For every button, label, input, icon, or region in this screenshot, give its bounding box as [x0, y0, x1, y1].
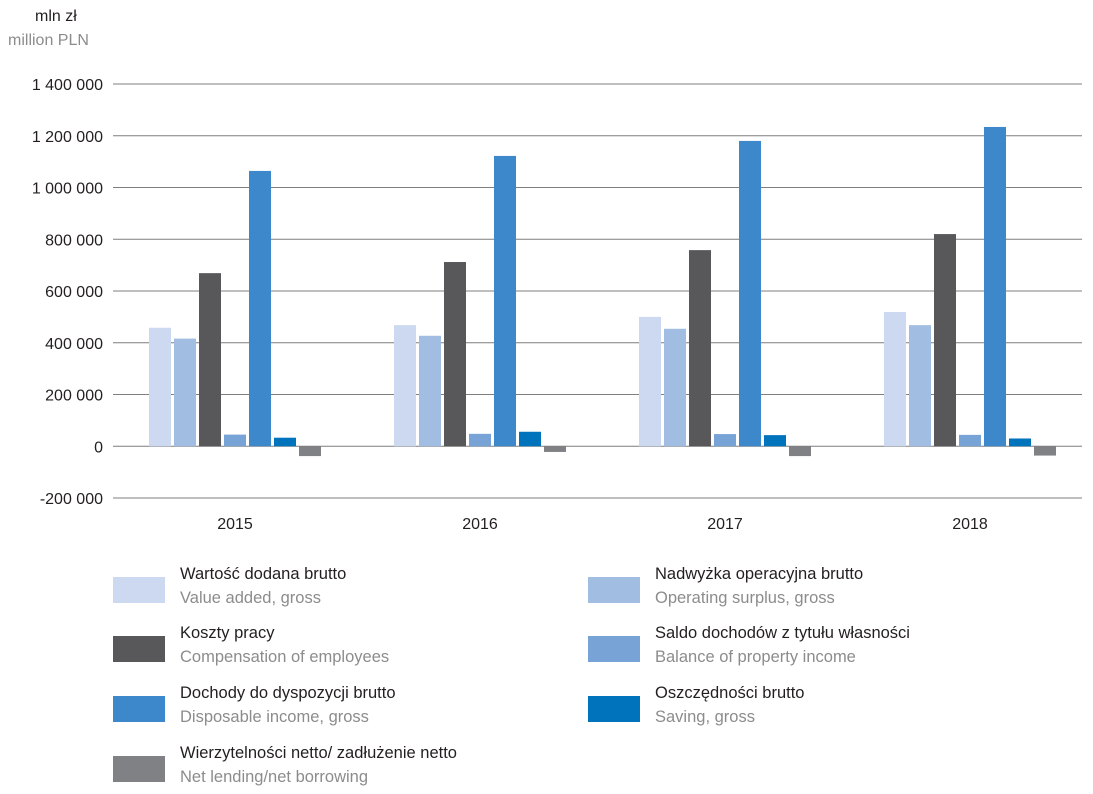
- y-tick-label: -200 000: [40, 491, 103, 508]
- y-tick-label: 200 000: [45, 388, 103, 405]
- legend-label: Koszty pracy: [180, 624, 275, 642]
- legend-swatch: [113, 696, 165, 722]
- bar-2016-series-4: [469, 433, 491, 447]
- bar-2017-series-5: [739, 140, 761, 447]
- legend-label-en: Saving, gross: [655, 708, 755, 726]
- bar-2015-series-1: [149, 327, 171, 447]
- bar-2015-series-4: [224, 434, 246, 447]
- x-tick-label-2018: 2018: [952, 516, 988, 533]
- y-tick-label: 0: [94, 439, 103, 456]
- bar-2017-series-1: [639, 316, 661, 447]
- legend-swatch: [588, 696, 640, 722]
- bar-2015-series-6: [274, 437, 296, 447]
- legend-label-en: Value added, gross: [180, 589, 321, 607]
- bar-2018-series-7: [1034, 446, 1056, 456]
- legend-label: Saldo dochodów z tytułu własności: [655, 624, 910, 642]
- legend-label-en: Operating surplus, gross: [655, 589, 835, 607]
- x-tick-label-2015: 2015: [217, 516, 253, 533]
- bar-2016-series-1: [394, 325, 416, 447]
- bar-2018-series-6: [1009, 438, 1031, 447]
- bar-2015-series-2: [174, 338, 196, 447]
- y-tick-label: 600 000: [45, 284, 103, 301]
- bar-2017-series-3: [689, 250, 711, 447]
- legend-swatch: [588, 577, 640, 603]
- bar-2015-series-5: [249, 170, 271, 447]
- y-tick-label: 800 000: [45, 232, 103, 249]
- y-axis-title: mln zł: [35, 8, 77, 25]
- legend-swatch: [113, 577, 165, 603]
- legend-swatch: [113, 756, 165, 782]
- legend-label-en: Disposable income, gross: [180, 708, 369, 726]
- y-tick-label: 1 000 000: [32, 181, 103, 198]
- bar-2015-series-7: [299, 446, 321, 457]
- legend-label-en: Balance of property income: [655, 648, 856, 666]
- x-tick-labels: 2015 2016 2017 2018: [217, 516, 988, 533]
- bar-2018-series-1: [884, 311, 906, 447]
- bar-chart: -200 000 0 200 000 400 000 600 000 800 000 1 0…: [32, 77, 1082, 533]
- y-tick-labels: -200 000 0 200 000 400 000 600 000 800 000 1 0…: [32, 77, 103, 508]
- bar-2018-series-3: [934, 234, 956, 447]
- bar-2016-series-2: [419, 335, 441, 447]
- legend-swatch: [588, 636, 640, 662]
- y-tick-label: 1 400 000: [32, 77, 103, 94]
- bar-2018-series-2: [909, 325, 931, 447]
- x-tick-label-2016: 2016: [462, 516, 498, 533]
- legend: Wartość dodana brutto Value added, gross N…: [0, 560, 1093, 793]
- legend-label: Wierzytelności netto/ zadłużenie netto: [180, 744, 457, 762]
- bar-2017-series-6: [764, 435, 786, 447]
- bar-2016-series-5: [494, 155, 516, 447]
- x-tick-label-2017: 2017: [707, 516, 743, 533]
- y-tick-label: 1 200 000: [32, 129, 103, 146]
- legend-label-en: Net lending/net borrowing: [180, 768, 369, 786]
- bar-2017-series-4: [714, 434, 736, 447]
- bar-2015-series-3: [199, 273, 221, 447]
- bar-2016-series-7: [544, 446, 566, 452]
- bars: [149, 126, 1056, 457]
- bar-2018-series-4: [959, 434, 981, 447]
- legend-label: Dochody do dyspozycji brutto: [180, 684, 396, 702]
- y-tick-label: 400 000: [45, 336, 103, 353]
- bar-2016-series-3: [444, 262, 466, 447]
- legend-label: Wartość dodana brutto: [180, 565, 347, 583]
- legend-label: Oszczędności brutto: [655, 684, 805, 702]
- bar-2016-series-6: [519, 431, 541, 447]
- legend-label: Nadwyżka operacyjna brutto: [655, 565, 864, 583]
- bar-2017-series-7: [789, 446, 811, 457]
- legend-label-en: Compensation of employees: [180, 648, 390, 666]
- bar-2018-series-5: [984, 126, 1006, 447]
- y-axis-title-en: million PLN: [8, 32, 89, 49]
- bar-2017-series-2: [664, 328, 686, 447]
- legend-swatch: [113, 636, 165, 662]
